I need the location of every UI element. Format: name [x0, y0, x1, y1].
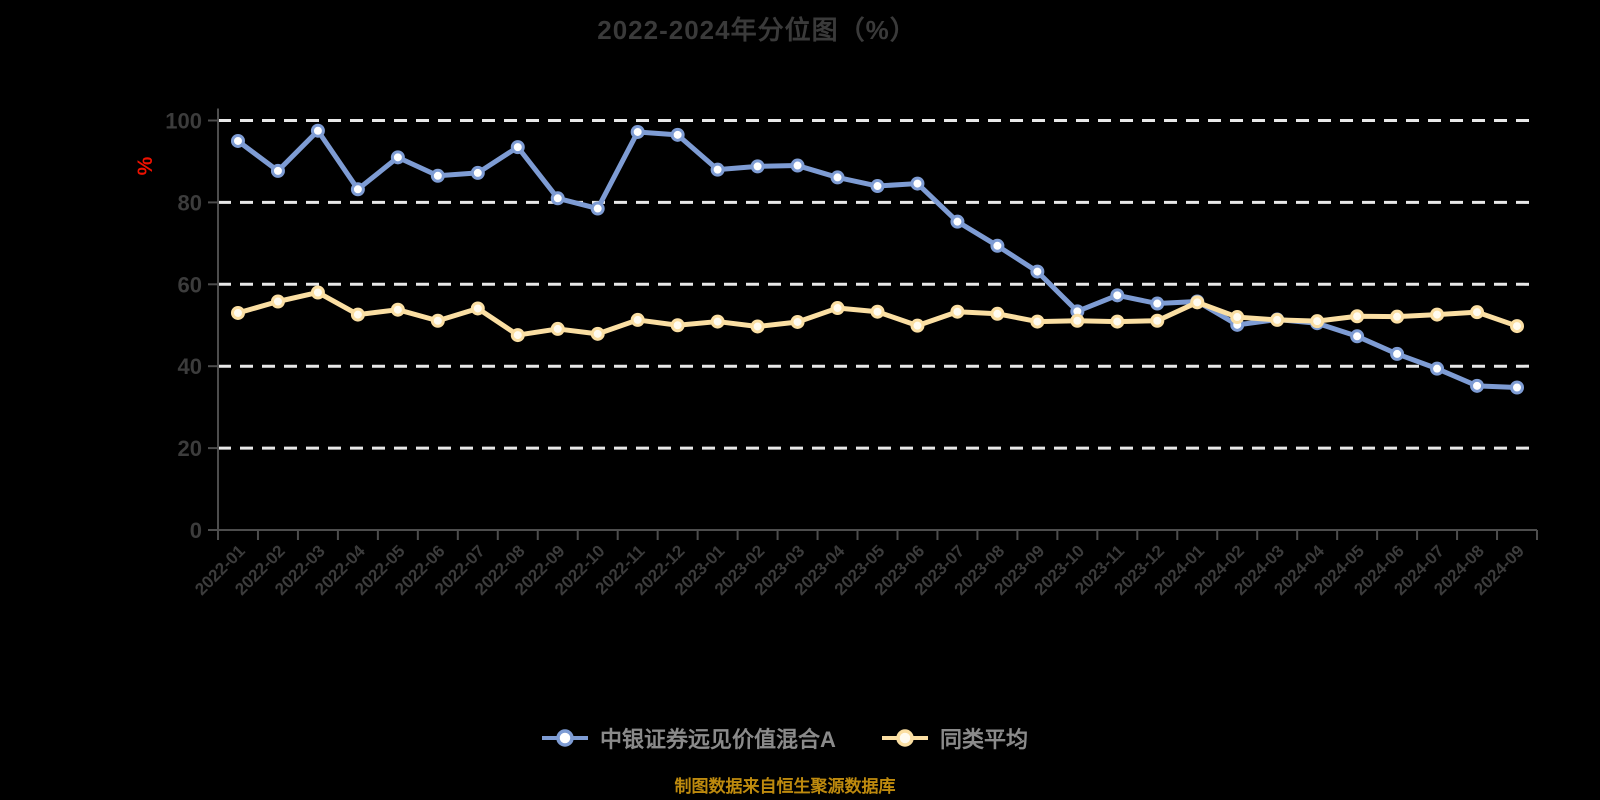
data-point-s1-2024-01[interactable] — [1190, 295, 1205, 310]
y-tick-label: 20 — [178, 436, 202, 461]
y-tick-label: 100 — [165, 109, 202, 134]
legend-item-category-average[interactable]: 同类平均 — [881, 722, 1028, 754]
legend-label-fund: 中银证券远见价值混合A — [600, 727, 836, 752]
data-point-s0-2024-05[interactable] — [1350, 329, 1365, 344]
data-point-s1-2024-07[interactable] — [1430, 307, 1445, 322]
data-point-s1-2022-06[interactable] — [430, 313, 445, 328]
y-tick-label: 60 — [178, 272, 202, 297]
data-point-s1-2022-02[interactable] — [270, 294, 285, 309]
data-point-s1-2023-01[interactable] — [710, 314, 725, 329]
y-tick-label: 80 — [178, 190, 202, 215]
data-point-s1-2024-04[interactable] — [1310, 314, 1325, 329]
data-point-s0-2023-09[interactable] — [1030, 264, 1045, 279]
data-point-s0-2022-10[interactable] — [590, 201, 605, 216]
data-point-s0-2024-08[interactable] — [1470, 378, 1485, 393]
data-point-s1-2023-11[interactable] — [1110, 314, 1125, 329]
data-point-s0-2024-09[interactable] — [1510, 380, 1525, 395]
data-point-s0-2023-11[interactable] — [1110, 288, 1125, 303]
data-point-s1-2024-02[interactable] — [1230, 310, 1245, 325]
data-point-s1-2023-06[interactable] — [910, 318, 925, 333]
data-point-s1-2023-10[interactable] — [1070, 313, 1085, 328]
data-point-s1-2022-03[interactable] — [310, 285, 325, 300]
data-point-s1-2024-03[interactable] — [1270, 312, 1285, 327]
data-point-s1-2023-07[interactable] — [950, 304, 965, 319]
data-point-s1-2023-02[interactable] — [750, 319, 765, 334]
data-point-s1-2023-03[interactable] — [790, 314, 805, 329]
data-point-s0-2023-04[interactable] — [830, 170, 845, 185]
data-point-s0-2022-02[interactable] — [270, 163, 285, 178]
data-point-s1-2022-10[interactable] — [590, 326, 605, 341]
data-point-s1-2022-04[interactable] — [350, 307, 365, 322]
data-point-s1-2023-05[interactable] — [870, 304, 885, 319]
data-point-s0-2022-07[interactable] — [470, 165, 485, 180]
data-point-s0-2022-03[interactable] — [310, 123, 325, 138]
y-tick-label: 0 — [190, 518, 202, 543]
data-point-s0-2023-12[interactable] — [1150, 296, 1165, 311]
data-point-s0-2024-07[interactable] — [1430, 361, 1445, 376]
data-point-s1-2024-08[interactable] — [1470, 305, 1485, 320]
data-point-s0-2022-05[interactable] — [390, 150, 405, 165]
data-point-s1-2022-09[interactable] — [550, 321, 565, 336]
line-chart-canvas: 020406080100%2022-012022-022022-032022-0… — [134, 108, 1538, 599]
data-point-s0-2022-01[interactable] — [230, 133, 245, 148]
data-point-s0-2022-04[interactable] — [350, 182, 365, 197]
data-point-s0-2022-08[interactable] — [510, 140, 525, 155]
data-point-s1-2024-06[interactable] — [1390, 309, 1405, 324]
legend-marker-average-icon — [881, 729, 928, 747]
data-point-s0-2023-08[interactable] — [990, 238, 1005, 253]
data-point-s1-2023-09[interactable] — [1030, 314, 1045, 329]
data-point-s0-2022-12[interactable] — [670, 127, 685, 142]
legend-marker-fund-icon — [542, 729, 589, 747]
data-point-s0-2023-01[interactable] — [710, 162, 725, 177]
data-point-s1-2022-05[interactable] — [390, 302, 405, 317]
data-point-s1-2024-05[interactable] — [1350, 309, 1365, 324]
page-title: 2022-2024年分位图（%） — [597, 15, 917, 45]
data-point-s1-2023-12[interactable] — [1150, 313, 1165, 328]
series-line-0 — [235, 128, 1520, 390]
data-point-s1-2022-12[interactable] — [670, 318, 685, 333]
chart-legend: 中银证券远见价值混合A 同类平均 — [0, 716, 1570, 760]
data-point-s0-2022-09[interactable] — [550, 191, 565, 206]
data-point-s0-2023-07[interactable] — [950, 214, 965, 229]
data-point-s1-2023-04[interactable] — [830, 301, 845, 316]
data-point-s0-2022-06[interactable] — [430, 168, 445, 183]
y-axis-unit-label: % — [134, 156, 157, 175]
data-point-s1-2022-11[interactable] — [630, 312, 645, 327]
data-source-note: 制图数据来自恒生聚源数据库 — [674, 777, 896, 796]
data-point-s1-2022-01[interactable] — [230, 305, 245, 320]
data-point-s1-2024-09[interactable] — [1510, 319, 1525, 334]
legend-label-average: 同类平均 — [939, 727, 1028, 752]
data-point-s1-2023-08[interactable] — [990, 306, 1005, 321]
data-point-s1-2022-07[interactable] — [470, 301, 485, 316]
data-point-s0-2023-06[interactable] — [910, 176, 925, 191]
data-point-s0-2023-02[interactable] — [750, 159, 765, 174]
data-point-s0-2023-03[interactable] — [790, 158, 805, 173]
data-point-s0-2023-05[interactable] — [870, 179, 885, 194]
data-point-s0-2024-06[interactable] — [1390, 346, 1405, 361]
data-point-s1-2022-08[interactable] — [510, 328, 525, 343]
y-tick-label: 40 — [178, 354, 202, 379]
data-point-s0-2022-11[interactable] — [630, 124, 645, 139]
legend-item-fund[interactable]: 中银证券远见价值混合A — [542, 722, 836, 754]
